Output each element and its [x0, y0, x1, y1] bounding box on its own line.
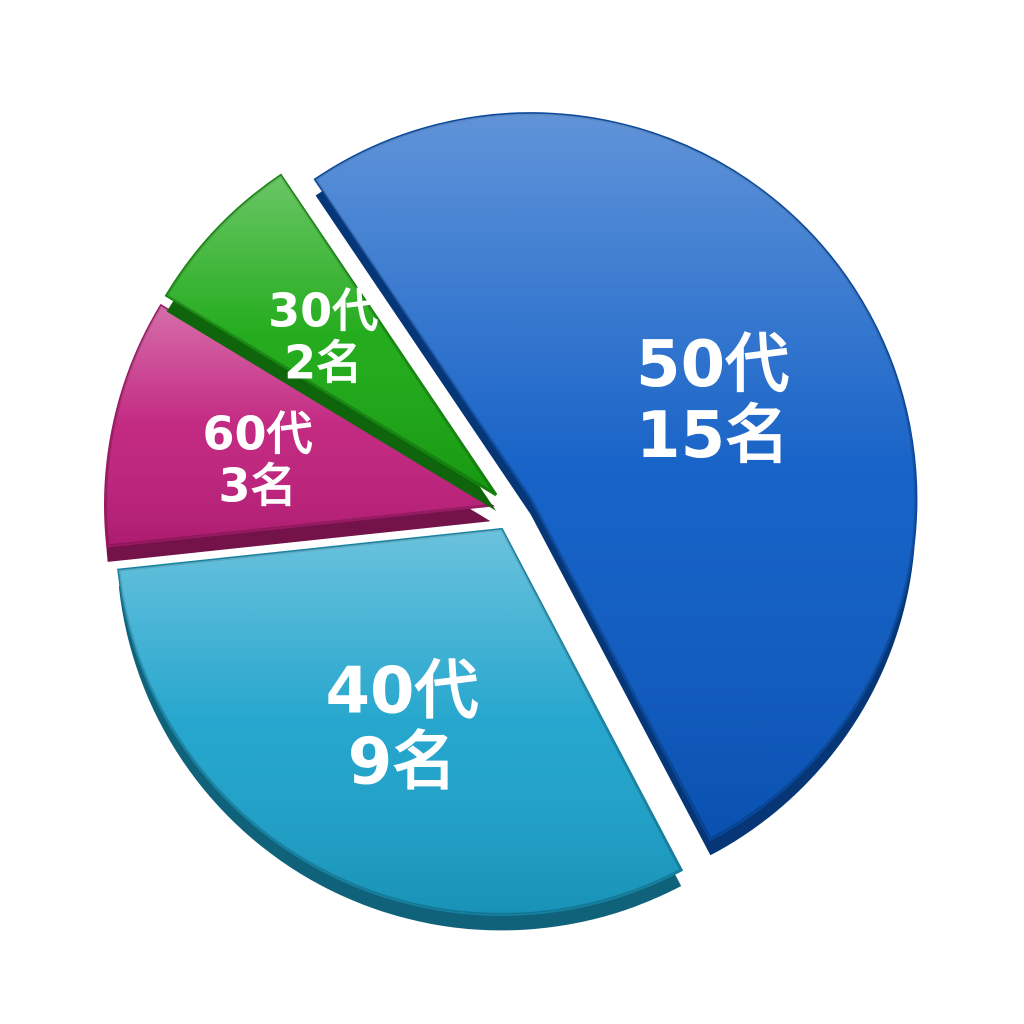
slice-value-label: 3名 — [219, 459, 297, 513]
pie-slice-gloss — [105, 305, 491, 546]
slice-category-label: 50代 — [636, 328, 789, 402]
slice-category-label: 40代 — [325, 654, 478, 728]
slice-value-label: 2名 — [284, 336, 362, 390]
pie-slice-gloss — [166, 175, 497, 495]
pie-slice-gloss — [118, 529, 682, 915]
pie-slice-gloss — [315, 113, 916, 840]
slice-value-label: 9名 — [348, 725, 457, 799]
slice-value-label: 15名 — [636, 399, 789, 473]
slice-category-label: 30代 — [268, 283, 378, 337]
slice-category-label: 60代 — [203, 406, 313, 460]
